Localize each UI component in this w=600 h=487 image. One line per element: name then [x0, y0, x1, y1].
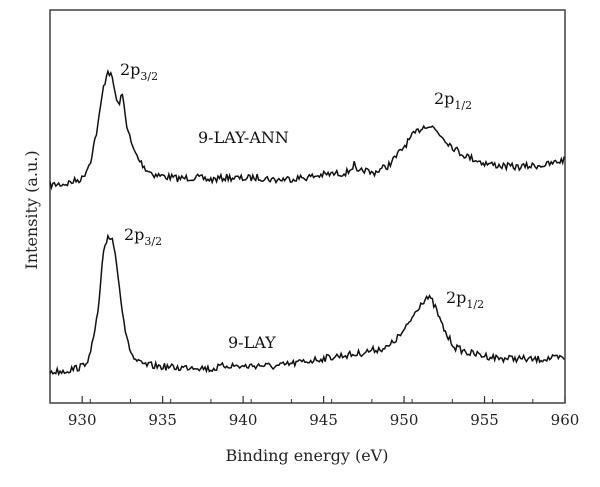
x-tick-label: 940 [229, 411, 258, 429]
x-axis-ticks: 930 935 940 945 950 955 960 [49, 396, 580, 429]
x-tick-label: 950 [390, 411, 419, 429]
peak-label-lay-2p12: 2p1/2 [446, 288, 484, 311]
x-tick-label: 935 [148, 411, 177, 429]
peak-label-ann-2p12: 2p1/2 [434, 89, 472, 112]
x-tick-label: 945 [309, 411, 338, 429]
series-label-9-lay: 9-LAY [228, 333, 276, 352]
series-line-9-lay [49, 233, 565, 377]
peak-label-lay-2p32: 2p3/2 [124, 225, 162, 248]
y-axis-label: Intensity (a.u.) [22, 150, 41, 269]
peak-label-ann-2p32: 2p3/2 [120, 60, 158, 83]
x-tick-label: 930 [68, 411, 97, 429]
x-axis-label: Binding energy (eV) [226, 446, 389, 465]
series-line-9-lay-ann [49, 69, 565, 191]
plot-frame [49, 9, 566, 404]
x-tick-label: 960 [551, 411, 580, 429]
series-label-9-lay-ann: 9-LAY-ANN [198, 128, 289, 147]
x-tick-label: 955 [470, 411, 499, 429]
